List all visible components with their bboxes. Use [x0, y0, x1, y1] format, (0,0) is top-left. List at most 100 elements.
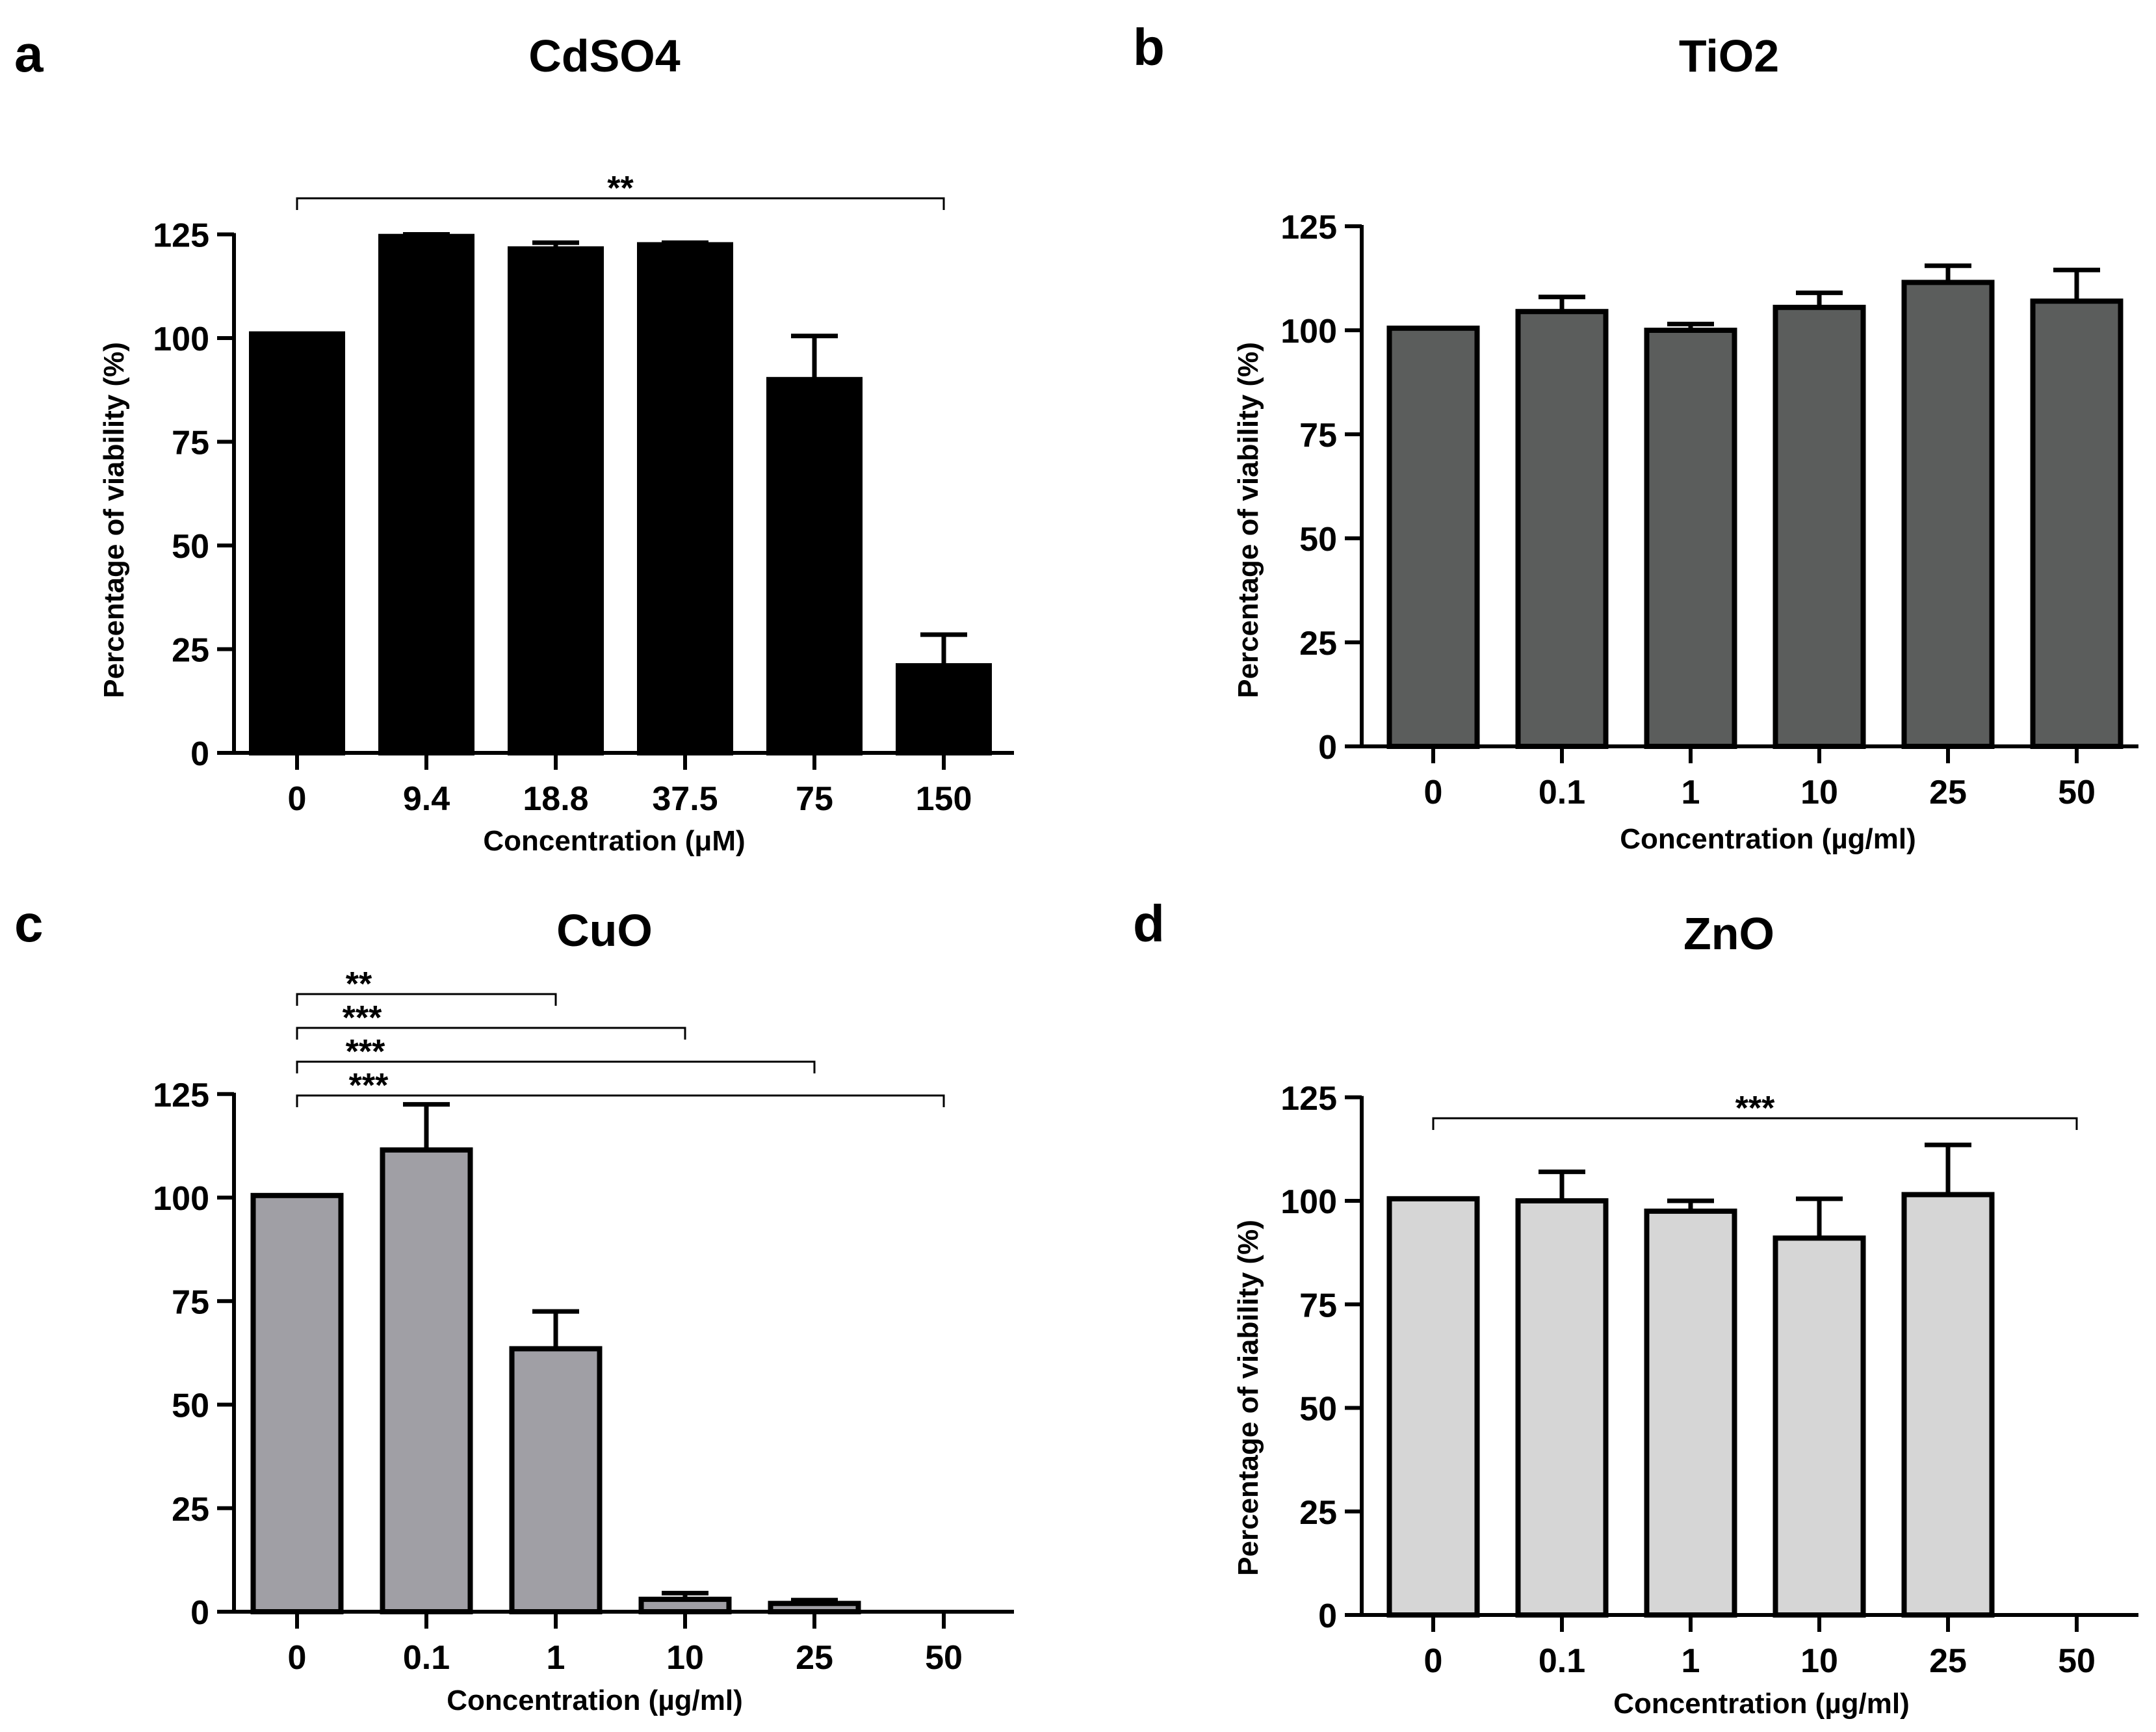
y-tick-label: 100 [1280, 1183, 1337, 1221]
y-tick-label: 25 [1299, 625, 1337, 663]
bar [1644, 1208, 1737, 1618]
y-tick-label: 75 [1299, 1287, 1337, 1324]
y-tick-label: 100 [153, 321, 209, 358]
chart-title: CuO [556, 905, 653, 956]
y-tick-label: 75 [1299, 417, 1337, 454]
significance-bracket [296, 1060, 816, 1073]
x-tick-label: 25 [1929, 774, 1967, 811]
significance-bracket [296, 993, 557, 1006]
bar [766, 376, 863, 755]
bar [1901, 280, 1995, 749]
panel-letter: b [1133, 18, 1165, 76]
x-tick-label: 1 [1682, 774, 1700, 811]
bar [1644, 328, 1737, 749]
x-tick-label: 75 [796, 780, 833, 818]
bar [1773, 1235, 1866, 1618]
y-tick-label: 25 [172, 632, 209, 670]
panel-letter: a [14, 25, 44, 83]
chart-panel-a: a CdSO4 0 25 50 75 100 125 0 9.4 18.8 37.5 75 150 Conc… [14, 25, 1014, 857]
x-tick-label: 0 [1424, 1642, 1443, 1680]
bar [508, 246, 604, 755]
y-tick-label: 125 [1280, 209, 1337, 246]
chart-panel-b: b TiO2 0 25 50 75 100 125 0 0.1 1 10 25 50 Concentrati… [1133, 18, 2138, 855]
x-tick-label: 50 [2058, 1642, 2096, 1680]
x-tick-label: 0.1 [1539, 1642, 1585, 1680]
x-tick-label: 50 [2058, 774, 2096, 811]
x-tick-label: 10 [666, 1639, 704, 1677]
y-tick-label: 100 [1280, 313, 1337, 350]
panel-letter: d [1133, 895, 1165, 952]
chart-panel-c: c CuO 0 25 50 75 100 125 0 0.1 1 10 25 50 Concentratio… [14, 895, 1014, 1716]
x-tick-label: 1 [1682, 1642, 1700, 1680]
x-tick-label: 0.1 [403, 1639, 450, 1677]
y-axis-label: Percentage of viability (%) [1232, 1220, 1264, 1576]
y-tick-label: 0 [1318, 729, 1337, 767]
significance-bracket [296, 1027, 686, 1040]
x-tick-label: 25 [796, 1639, 833, 1677]
significance-label: *** [349, 1067, 389, 1105]
y-tick-label: 0 [190, 735, 209, 773]
bar [768, 1601, 861, 1615]
bar [1386, 1196, 1480, 1618]
x-tick-label: 37.5 [652, 780, 718, 818]
y-tick-label: 125 [1280, 1080, 1337, 1118]
bar [896, 663, 992, 756]
x-tick-label: 150 [916, 780, 972, 818]
significance-bracket [296, 197, 945, 210]
y-tick-label: 50 [172, 528, 209, 566]
y-axis-label: Percentage of viability (%) [1232, 342, 1264, 698]
x-axis-label: Concentration (μM) [483, 825, 745, 857]
panel-letter: c [14, 895, 44, 952]
bar [2030, 298, 2124, 749]
x-axis-label: Concentration (µg/ml) [1613, 1688, 1910, 1720]
chart-title: ZnO [1683, 908, 1774, 959]
y-tick-label: 125 [153, 1077, 209, 1114]
x-tick-label: 0 [1424, 774, 1443, 811]
x-tick-label: 10 [1800, 774, 1838, 811]
x-tick-label: 0.1 [1539, 774, 1585, 811]
y-tick-label: 25 [172, 1491, 209, 1529]
bar [637, 242, 733, 755]
x-tick-label: 25 [1929, 1642, 1967, 1680]
x-tick-label: 18.8 [523, 780, 588, 818]
bar [1515, 1198, 1609, 1618]
bar [1515, 309, 1609, 749]
bar [1386, 325, 1480, 749]
bar [509, 1346, 603, 1614]
bar [1773, 304, 1866, 749]
chart-panel-d: d ZnO 0 25 50 75 100 125 0 0.1 1 10 25 50 Concentratio… [1133, 895, 2138, 1720]
y-tick-label: 0 [190, 1594, 209, 1632]
y-tick-label: 50 [1299, 1391, 1337, 1428]
significance-label: ** [607, 170, 634, 207]
bar [250, 1192, 344, 1614]
significance-label: *** [343, 999, 382, 1037]
x-tick-label: 0 [288, 780, 307, 818]
y-tick-label: 75 [172, 425, 209, 462]
y-tick-label: 75 [172, 1283, 209, 1321]
y-tick-label: 0 [1318, 1597, 1337, 1635]
x-axis-label: Concentration (µg/ml) [447, 1685, 743, 1716]
y-tick-label: 50 [1299, 521, 1337, 558]
x-axis-label: Concentration (µg/ml) [1620, 823, 1916, 855]
bar [378, 233, 474, 755]
y-axis-label: Percentage of viability (%) [98, 342, 130, 698]
chart-title: TiO2 [1679, 31, 1779, 81]
x-tick-label: 0 [288, 1639, 307, 1677]
y-tick-label: 125 [153, 217, 209, 255]
y-tick-label: 50 [172, 1387, 209, 1425]
y-tick-label: 100 [153, 1180, 209, 1218]
significance-bracket [1432, 1117, 2078, 1130]
significance-bracket [296, 1094, 945, 1107]
chart-title: CdSO4 [528, 31, 680, 81]
x-tick-label: 1 [547, 1639, 565, 1677]
bar [1901, 1192, 1995, 1618]
y-tick-label: 25 [1299, 1494, 1337, 1532]
bar [638, 1596, 732, 1614]
significance-label: *** [1735, 1090, 1775, 1127]
significance-label: ** [346, 965, 372, 1003]
x-tick-label: 10 [1800, 1642, 1838, 1680]
significance-label: *** [346, 1033, 385, 1071]
bar [380, 1147, 473, 1614]
